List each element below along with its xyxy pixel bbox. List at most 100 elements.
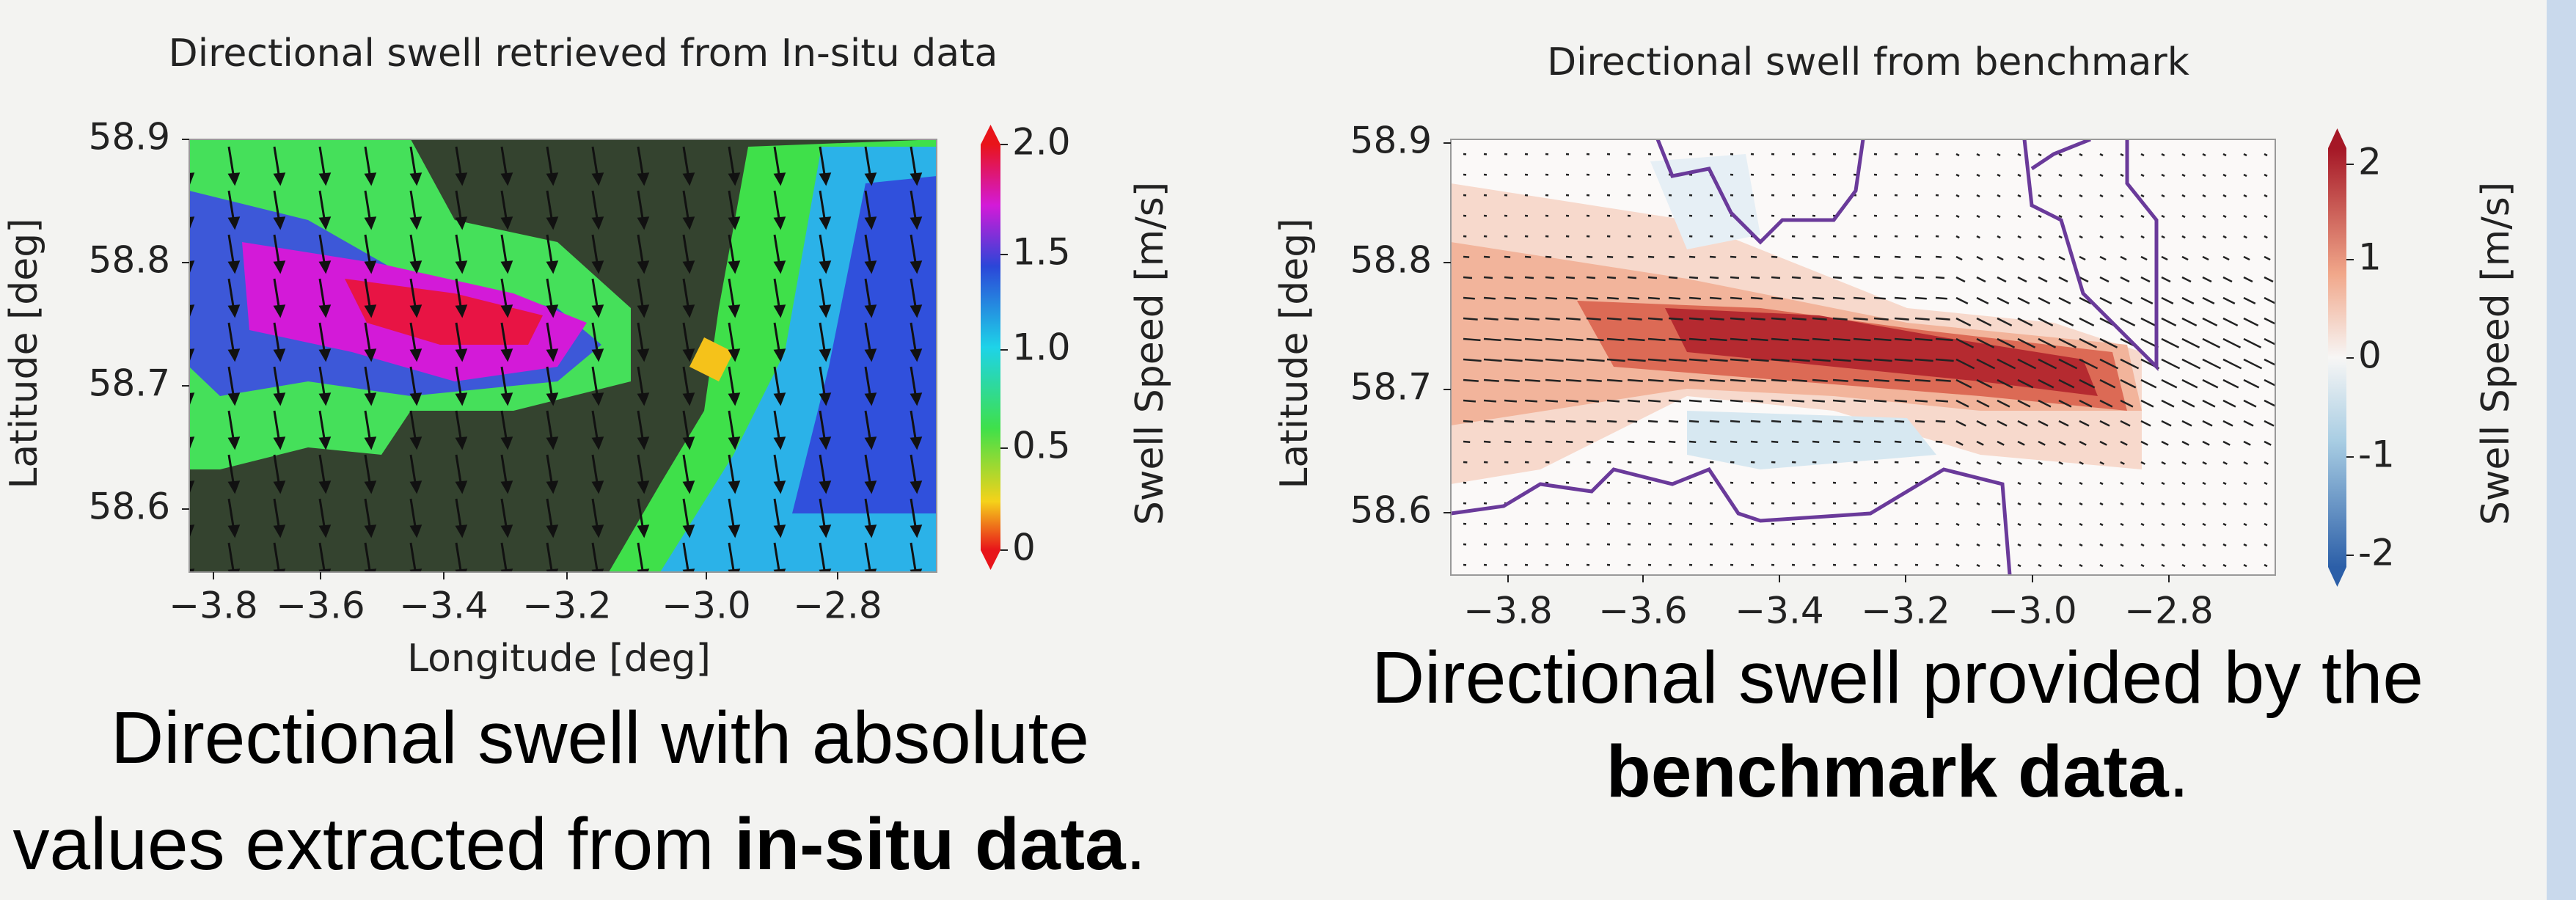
vector [2161,522,2165,527]
vector [2243,358,2263,370]
vector [1463,317,1478,321]
vector [2120,194,2124,198]
vector [2099,337,2118,348]
vector-head [227,172,241,186]
vector [1873,420,1884,423]
vector [1730,276,1740,279]
vector [2202,543,2206,547]
panel-title: Directional swell from benchmark [1547,40,2189,84]
vector-head [189,348,195,362]
vector [2222,337,2242,348]
vector [2161,420,2172,427]
vector [2058,399,2072,408]
vector [2202,153,2206,157]
vector [2038,337,2057,348]
vector [2140,543,2145,547]
vector [2181,296,2195,305]
vector [2243,153,2247,157]
vector-head [864,172,877,186]
vector [1812,378,1828,382]
vector-head [364,436,377,450]
vector [1524,378,1540,382]
colorbar-extend [2328,567,2346,587]
vector [2181,399,2195,408]
vector [455,542,462,572]
vector [2243,502,2247,506]
vector [728,542,735,572]
panel-title: Directional swell retrieved from In-situ… [169,32,998,76]
vector [2120,440,2128,446]
vector [1976,153,1980,157]
vector [2099,173,2104,178]
vector-head [500,304,513,318]
vector-head [819,260,832,274]
vector [1791,337,1810,342]
colorbar-tick-label: -1 [2358,433,2395,476]
vector-head [728,436,741,450]
vector [1976,358,1996,370]
vector [2017,358,2037,370]
vector [2243,235,2247,239]
vector [2058,440,2066,446]
vector-head [364,480,377,494]
vector [1976,255,1983,261]
vector-head [318,524,332,538]
y-tick-label: 58.7 [1350,366,1432,409]
vector [1853,399,1867,403]
vector [1647,317,1663,321]
vector [2099,235,2104,239]
vector [1483,358,1502,362]
vector [2058,461,2063,465]
vector [2079,276,2089,283]
vector [2222,461,2228,465]
vector [1894,337,1912,342]
vector [1791,296,1804,300]
vector [1668,337,1686,342]
vector-head [189,524,195,538]
vector [1791,317,1807,321]
vector [2140,235,2145,239]
vector [1565,420,1576,423]
vector [2202,461,2207,465]
vector-head [910,348,923,362]
vector [189,176,191,183]
vector [2264,522,2268,527]
vector [2017,481,2021,486]
vector [2079,502,2083,506]
vector [2243,194,2247,198]
vector [1935,378,1951,382]
vector [1976,317,1992,326]
vector [1873,399,1887,403]
vector-head [189,436,195,450]
colorbar-tick-label: 2.0 [1012,121,1071,164]
vector [1873,317,1889,321]
vector-head [500,260,513,274]
vector [2079,337,2098,348]
vector [2181,378,2198,389]
vector [2099,194,2104,198]
vector [1997,337,2016,348]
y-tick-label: 58.6 [89,486,170,528]
vector-head [364,172,377,186]
colorbar [981,144,1000,550]
vector [189,528,191,535]
vector [1483,276,1493,279]
vector [2017,543,2021,547]
vector [2079,481,2083,486]
vector [2243,461,2248,465]
plot-frame [1450,139,2276,576]
vector [1997,153,2001,157]
vector [2222,440,2231,446]
vector [318,542,326,572]
vector-head [227,524,241,538]
vector [2181,255,2189,261]
vector [2264,420,2275,427]
vector [1976,276,1986,283]
vector [2181,214,2186,219]
vector [1627,399,1641,403]
vector [2079,420,2090,427]
vector-head [682,260,695,274]
vector-head [455,392,468,406]
